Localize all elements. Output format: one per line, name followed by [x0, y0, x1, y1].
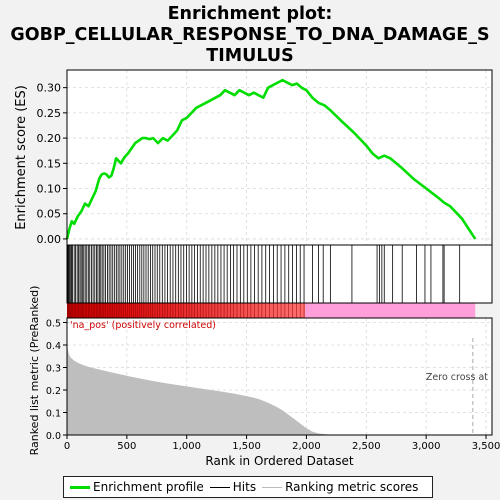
- es-ytick-label: 0.10: [37, 183, 62, 196]
- gridlines: [66, 70, 492, 436]
- legend-label-ranking: Ranking metric scores: [285, 480, 419, 494]
- es-ytick-label: 0.00: [37, 233, 62, 246]
- hits-panel-frame: [66, 244, 493, 304]
- pos-band: [67, 303, 306, 318]
- metric-y-axis-label: Ranked list metric (PreRanked): [28, 286, 41, 456]
- metric-ytick-label: 0.5: [46, 319, 61, 330]
- es-ytick-label: 0.30: [37, 82, 62, 95]
- title-line-3: TIMULUS: [206, 46, 294, 66]
- metric-ytick-label: 0.4: [46, 341, 61, 352]
- pos-label: 'na_pos' (positively correlated): [70, 320, 216, 331]
- metric-area: [67, 342, 476, 435]
- neg-band: [305, 303, 476, 318]
- es-ytick-label: 0.05: [37, 208, 62, 221]
- legend-swatch-hits: [209, 486, 230, 488]
- es-panel-bg: [67, 70, 492, 245]
- es-ytick-label: 0.25: [37, 107, 62, 120]
- title-line-2: GOBP_CELLULAR_RESPONSE_TO_DNA_DAMAGE_S: [10, 25, 490, 45]
- legend-swatch-es: [70, 485, 90, 489]
- legend-item-hits: Hits: [209, 480, 257, 494]
- metric-ytick-label: 0.1: [46, 409, 61, 420]
- es-ytick-label: 0.20: [37, 132, 62, 145]
- legend-label-es: Enrichment profile: [93, 480, 204, 494]
- hits-group: [66, 245, 461, 303]
- xtick-label: 3,000: [412, 441, 441, 452]
- xtick-label: 2,500: [352, 441, 381, 452]
- xtick-label: 1,500: [232, 441, 261, 452]
- es-line: [65, 78, 477, 240]
- legend: Enrichment profile Hits Ranking metric s…: [63, 476, 433, 498]
- es-y-axis-label: Enrichment score (ES): [14, 85, 29, 230]
- metric-ytick-label: 0.0: [46, 431, 61, 442]
- xtick-label: 2,000: [292, 441, 321, 452]
- es-ytick-label: 0.15: [37, 157, 62, 170]
- zero-cross-label: Zero cross at: [426, 372, 488, 383]
- xtick-label: 1,000: [172, 441, 201, 452]
- legend-label-hits: Hits: [232, 480, 257, 494]
- title-line-1: Enrichment plot:: [167, 4, 333, 24]
- x-axis-label: Rank in Ordered Dataset: [205, 454, 353, 468]
- xtick-label: 500: [117, 441, 136, 452]
- xtick-label: 0: [64, 441, 70, 452]
- metric-panel-frame: [66, 317, 493, 436]
- legend-swatch-ranking: [262, 486, 283, 488]
- metric-ytick-label: 0.3: [46, 364, 61, 375]
- legend-item-ranking: Ranking metric scores: [262, 480, 418, 494]
- legend-item-es: Enrichment profile: [70, 480, 204, 494]
- metric-ytick-label: 0.2: [46, 386, 61, 397]
- hits-panel-bg: [67, 245, 492, 303]
- band-hit-stripes: [67, 303, 305, 318]
- xtick-label: 3,500: [472, 441, 500, 452]
